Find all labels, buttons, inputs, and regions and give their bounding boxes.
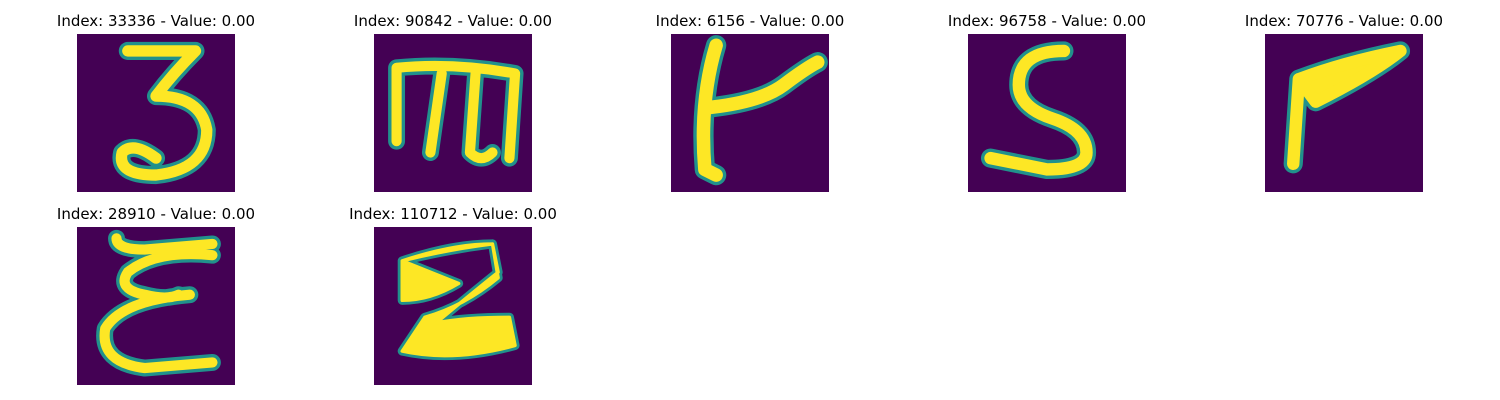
image-panel-letter-z <box>374 227 532 385</box>
panel-title: Index: 96758 - Value: 0.00 <box>947 12 1147 30</box>
image-panel-letter-t <box>671 34 829 192</box>
panel-title: Index: 28910 - Value: 0.00 <box>56 205 256 223</box>
image-panel-letter-p <box>1265 34 1423 192</box>
image-panel-digit-3 <box>77 34 235 192</box>
panel-title: Index: 110712 - Value: 0.00 <box>349 205 557 223</box>
image-panel-letter-e <box>77 227 235 385</box>
panel-title: Index: 33336 - Value: 0.00 <box>56 12 256 30</box>
panel-title: Index: 90842 - Value: 0.00 <box>353 12 553 30</box>
image-panel-letter-m <box>374 34 532 192</box>
panel-title: Index: 6156 - Value: 0.00 <box>655 12 845 30</box>
panel-title: Index: 70776 - Value: 0.00 <box>1244 12 1444 30</box>
image-panel-letter-s <box>968 34 1126 192</box>
